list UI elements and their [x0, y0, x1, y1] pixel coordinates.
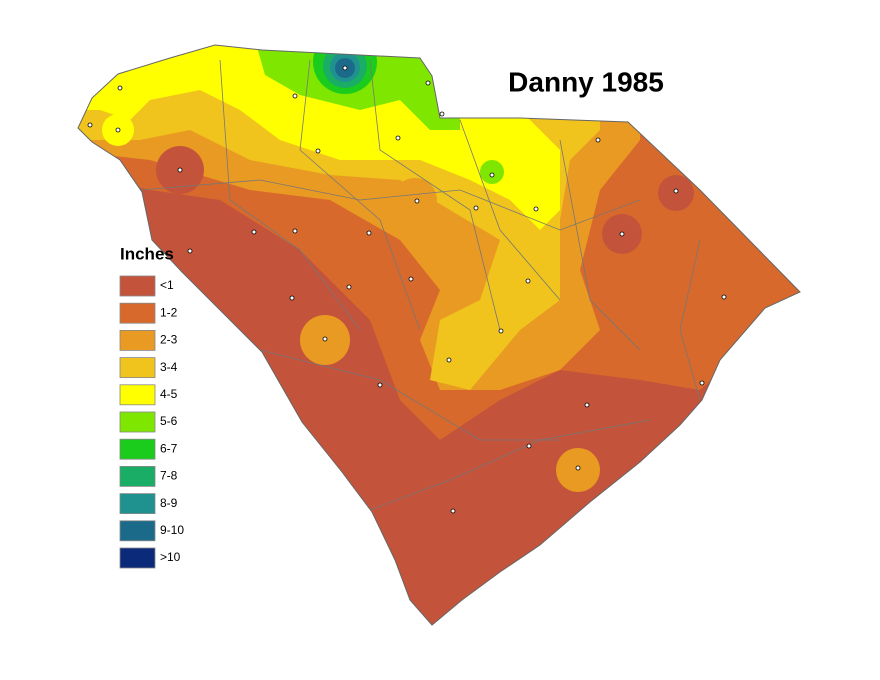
legend-swatch — [119, 465, 156, 487]
legend-label: 7-8 — [160, 469, 178, 483]
legend-swatch — [119, 411, 156, 433]
legend-swatch — [119, 438, 156, 460]
legend-label: 3-4 — [160, 360, 178, 374]
legend-label: 6-7 — [160, 441, 178, 455]
stations — [87, 65, 727, 514]
legend-swatch — [119, 329, 156, 351]
legend-label: >10 — [160, 550, 181, 564]
legend-swatch — [119, 493, 156, 515]
legend-label: 9-10 — [160, 523, 184, 537]
legend-label: <1 — [160, 278, 174, 292]
state-outline — [77, 44, 801, 626]
legend: <1 1-2 2-3 3-4 4-5 5-6 6-7 7-8 8-9 9-10 >10 — [119, 275, 184, 569]
legend-label: 4-5 — [160, 387, 178, 401]
map-title: Danny 1985 — [508, 66, 664, 97]
legend-label: 2-3 — [160, 333, 178, 347]
zone — [480, 160, 504, 184]
county-lines — [139, 59, 701, 511]
legend-swatch — [119, 357, 156, 379]
legend-label: 8-9 — [160, 496, 178, 510]
legend-swatch — [119, 520, 156, 542]
legend-swatch — [119, 384, 156, 406]
legend-title: Inches — [120, 244, 174, 263]
legend-label: 1-2 — [160, 305, 178, 319]
legend-swatch — [119, 547, 156, 569]
legend-swatch — [119, 275, 156, 297]
legend-swatch — [119, 302, 156, 324]
legend-label: 5-6 — [160, 414, 178, 428]
